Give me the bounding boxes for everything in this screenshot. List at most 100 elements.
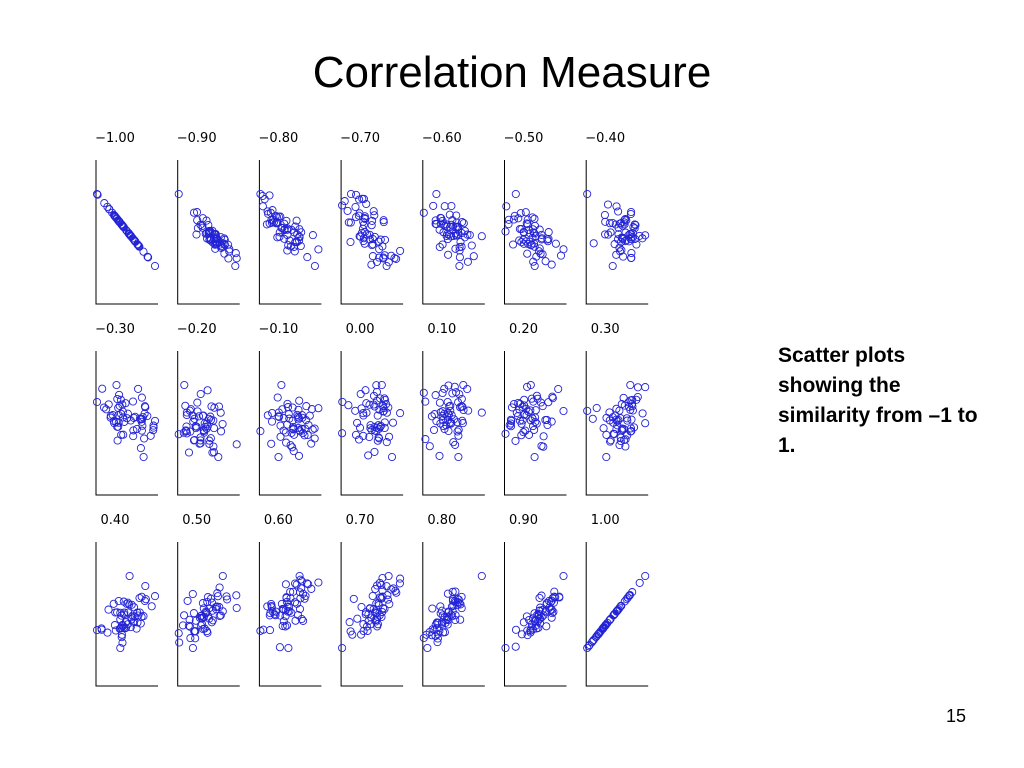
scatter-point — [263, 207, 272, 216]
scatter-point — [231, 261, 240, 271]
scatter-point — [359, 217, 368, 226]
panel-title: 1.00 — [591, 513, 620, 528]
scatter-point — [598, 624, 607, 633]
scatter-point — [544, 596, 554, 606]
scatter-point — [445, 210, 454, 219]
scatter-point — [218, 419, 227, 429]
scatter-panel: 0.40 — [92, 513, 160, 687]
scatter-point — [451, 440, 460, 449]
scatter-point — [232, 603, 241, 613]
scatter-point — [197, 613, 207, 622]
scatter-point — [534, 247, 543, 256]
panel-title: 0.30 — [591, 322, 620, 337]
scatter-point — [204, 220, 213, 230]
panel-axes — [177, 351, 240, 496]
scatter-point — [193, 224, 202, 233]
scatter-point — [105, 205, 114, 214]
scatter-point — [373, 411, 382, 420]
scatter-point — [277, 380, 286, 390]
scatter-point — [293, 410, 302, 419]
scatter-point — [444, 250, 453, 259]
panel-title: −0.60 — [422, 131, 462, 146]
scatter-point — [139, 247, 148, 256]
scatter-point — [444, 230, 453, 239]
scatter-point — [282, 621, 292, 630]
scatter-point — [275, 643, 284, 652]
scatter-point — [627, 233, 636, 242]
scatter-point — [297, 584, 306, 593]
scatter-point — [127, 600, 136, 609]
scatter-point — [174, 430, 183, 439]
scatter-point — [448, 607, 457, 616]
scatter-point — [554, 384, 563, 394]
scatter-point — [272, 218, 281, 227]
scatter-point — [283, 399, 292, 408]
scatter-point — [359, 409, 368, 418]
scatter-point — [520, 401, 529, 410]
scatter-point — [278, 405, 287, 414]
scatter-point — [150, 261, 160, 271]
scatter-point — [308, 231, 317, 240]
scatter-panel: 0.60 — [256, 513, 323, 687]
scatter-point — [532, 252, 541, 261]
scatter-panel: −0.30 — [92, 322, 160, 496]
scatter-point — [455, 246, 464, 255]
scatter-point — [457, 592, 466, 601]
scatter-point — [379, 216, 388, 225]
scatter-point — [532, 624, 541, 633]
scatter-point — [359, 220, 368, 229]
scatter-point — [446, 232, 455, 241]
scatter-point — [641, 231, 650, 240]
scatter-point — [454, 452, 463, 462]
scatter-point — [628, 395, 637, 404]
scatter-point — [140, 596, 149, 606]
scatter-point — [370, 232, 379, 241]
scatter-point — [263, 602, 272, 611]
scatter-point — [361, 386, 370, 395]
scatter-point — [451, 587, 460, 596]
scatter-point — [203, 597, 212, 607]
scatter-point — [130, 603, 139, 612]
scatter-point — [174, 629, 183, 638]
scatter-point — [191, 424, 200, 433]
scatter-point — [137, 417, 146, 426]
panel-title: 0.00 — [346, 322, 375, 337]
scatter-point — [117, 220, 126, 229]
scatter-point — [212, 235, 221, 244]
scatter-point — [608, 261, 617, 271]
scatter-point — [279, 414, 288, 423]
panel-axes — [340, 351, 404, 496]
scatter-point — [514, 214, 523, 223]
panel-axes — [95, 351, 158, 496]
scatter-point — [267, 603, 276, 612]
scatter-point — [304, 580, 313, 589]
scatter-point — [374, 433, 383, 442]
panel-title: 0.10 — [427, 322, 456, 337]
scatter-point — [458, 419, 467, 428]
scatter-point — [127, 613, 136, 622]
scatter-point — [429, 425, 439, 435]
scatter-point — [382, 261, 391, 271]
scatter-panel: 0.50 — [174, 513, 241, 687]
scatter-panel: 0.20 — [501, 322, 568, 496]
scatter-point — [194, 412, 204, 421]
scatter-point — [603, 200, 613, 209]
scatter-point — [425, 627, 434, 637]
scatter-point — [282, 216, 291, 225]
scatter-point — [518, 416, 527, 425]
scatter-point — [439, 628, 448, 637]
scatter-point — [215, 611, 224, 621]
scatter-point — [544, 398, 553, 407]
scatter-point — [457, 604, 466, 613]
scatter-point — [548, 609, 557, 618]
scatter-point — [281, 428, 290, 437]
scatter-point — [447, 220, 456, 229]
scatter-point — [314, 245, 323, 254]
scatter-point — [191, 627, 200, 636]
scatter-point — [273, 233, 282, 242]
scatter-point — [289, 422, 298, 431]
scatter-point — [296, 575, 305, 584]
scatter-point — [354, 211, 363, 220]
scatter-point — [440, 612, 449, 621]
scatter-point — [286, 441, 295, 450]
